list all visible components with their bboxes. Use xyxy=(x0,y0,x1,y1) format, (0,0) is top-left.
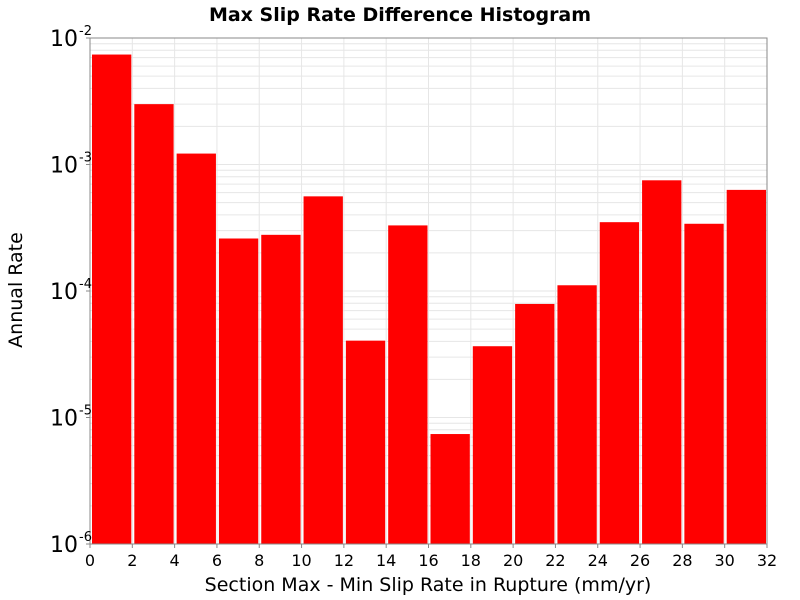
histogram-bar xyxy=(430,434,470,544)
histogram-bar xyxy=(218,238,259,545)
x-tick-label: 30 xyxy=(715,551,735,570)
x-tick-label: 6 xyxy=(212,551,222,570)
histogram-bar xyxy=(261,234,301,544)
y-tick-exponent: -2 xyxy=(79,24,92,39)
histogram-bar xyxy=(515,303,555,544)
y-tick-exponent: -4 xyxy=(79,277,92,292)
histogram-bar xyxy=(472,346,513,544)
x-tick-label: 2 xyxy=(127,551,137,570)
histogram-bar xyxy=(92,54,132,545)
y-tick-label: 10-3 xyxy=(50,151,92,179)
histogram-bar xyxy=(599,222,640,544)
x-tick-label: 12 xyxy=(334,551,354,570)
chart-title: Max Slip Rate Difference Histogram xyxy=(209,4,591,26)
x-tick-label: 4 xyxy=(170,551,180,570)
y-axis-label: Annual Rate xyxy=(5,232,27,348)
x-tick-label: 0 xyxy=(85,551,95,570)
x-tick-label: 22 xyxy=(545,551,565,570)
y-tick-exponent: -6 xyxy=(79,530,92,545)
y-axis-ticks: 10-210-310-410-510-6 xyxy=(50,24,92,558)
x-tick-label: 10 xyxy=(291,551,311,570)
x-axis-ticks: 0 2 4 6 8 10 12 14 16 18 20 22 24 26 28 30 32 xyxy=(85,544,777,570)
histogram-bar xyxy=(176,153,216,544)
histogram-bar xyxy=(345,340,386,544)
y-tick-label: 10-2 xyxy=(50,24,92,52)
x-tick-label: 18 xyxy=(461,551,481,570)
x-tick-label: 14 xyxy=(376,551,396,570)
x-tick-label: 24 xyxy=(588,551,608,570)
y-tick-exponent: -3 xyxy=(79,151,92,166)
histogram-bar xyxy=(684,223,724,544)
histogram-bar xyxy=(134,104,174,544)
x-tick-label: 28 xyxy=(672,551,692,570)
y-tick-exponent: -5 xyxy=(79,404,92,419)
bars xyxy=(92,54,766,545)
y-tick-label: 10-5 xyxy=(50,404,92,432)
histogram-bar xyxy=(388,225,428,544)
x-axis-label: Section Max - Min Slip Rate in Rupture (… xyxy=(205,574,652,596)
histogram-bar xyxy=(303,196,343,544)
x-tick-label: 26 xyxy=(630,551,650,570)
histogram-bar xyxy=(642,180,682,544)
y-tick-label: 10-4 xyxy=(50,277,92,305)
x-tick-label: 8 xyxy=(254,551,264,570)
x-tick-label: 16 xyxy=(418,551,438,570)
histogram-bar xyxy=(557,285,597,544)
x-tick-label: 32 xyxy=(757,551,777,570)
x-tick-label: 20 xyxy=(503,551,523,570)
histogram-bar xyxy=(726,189,766,544)
